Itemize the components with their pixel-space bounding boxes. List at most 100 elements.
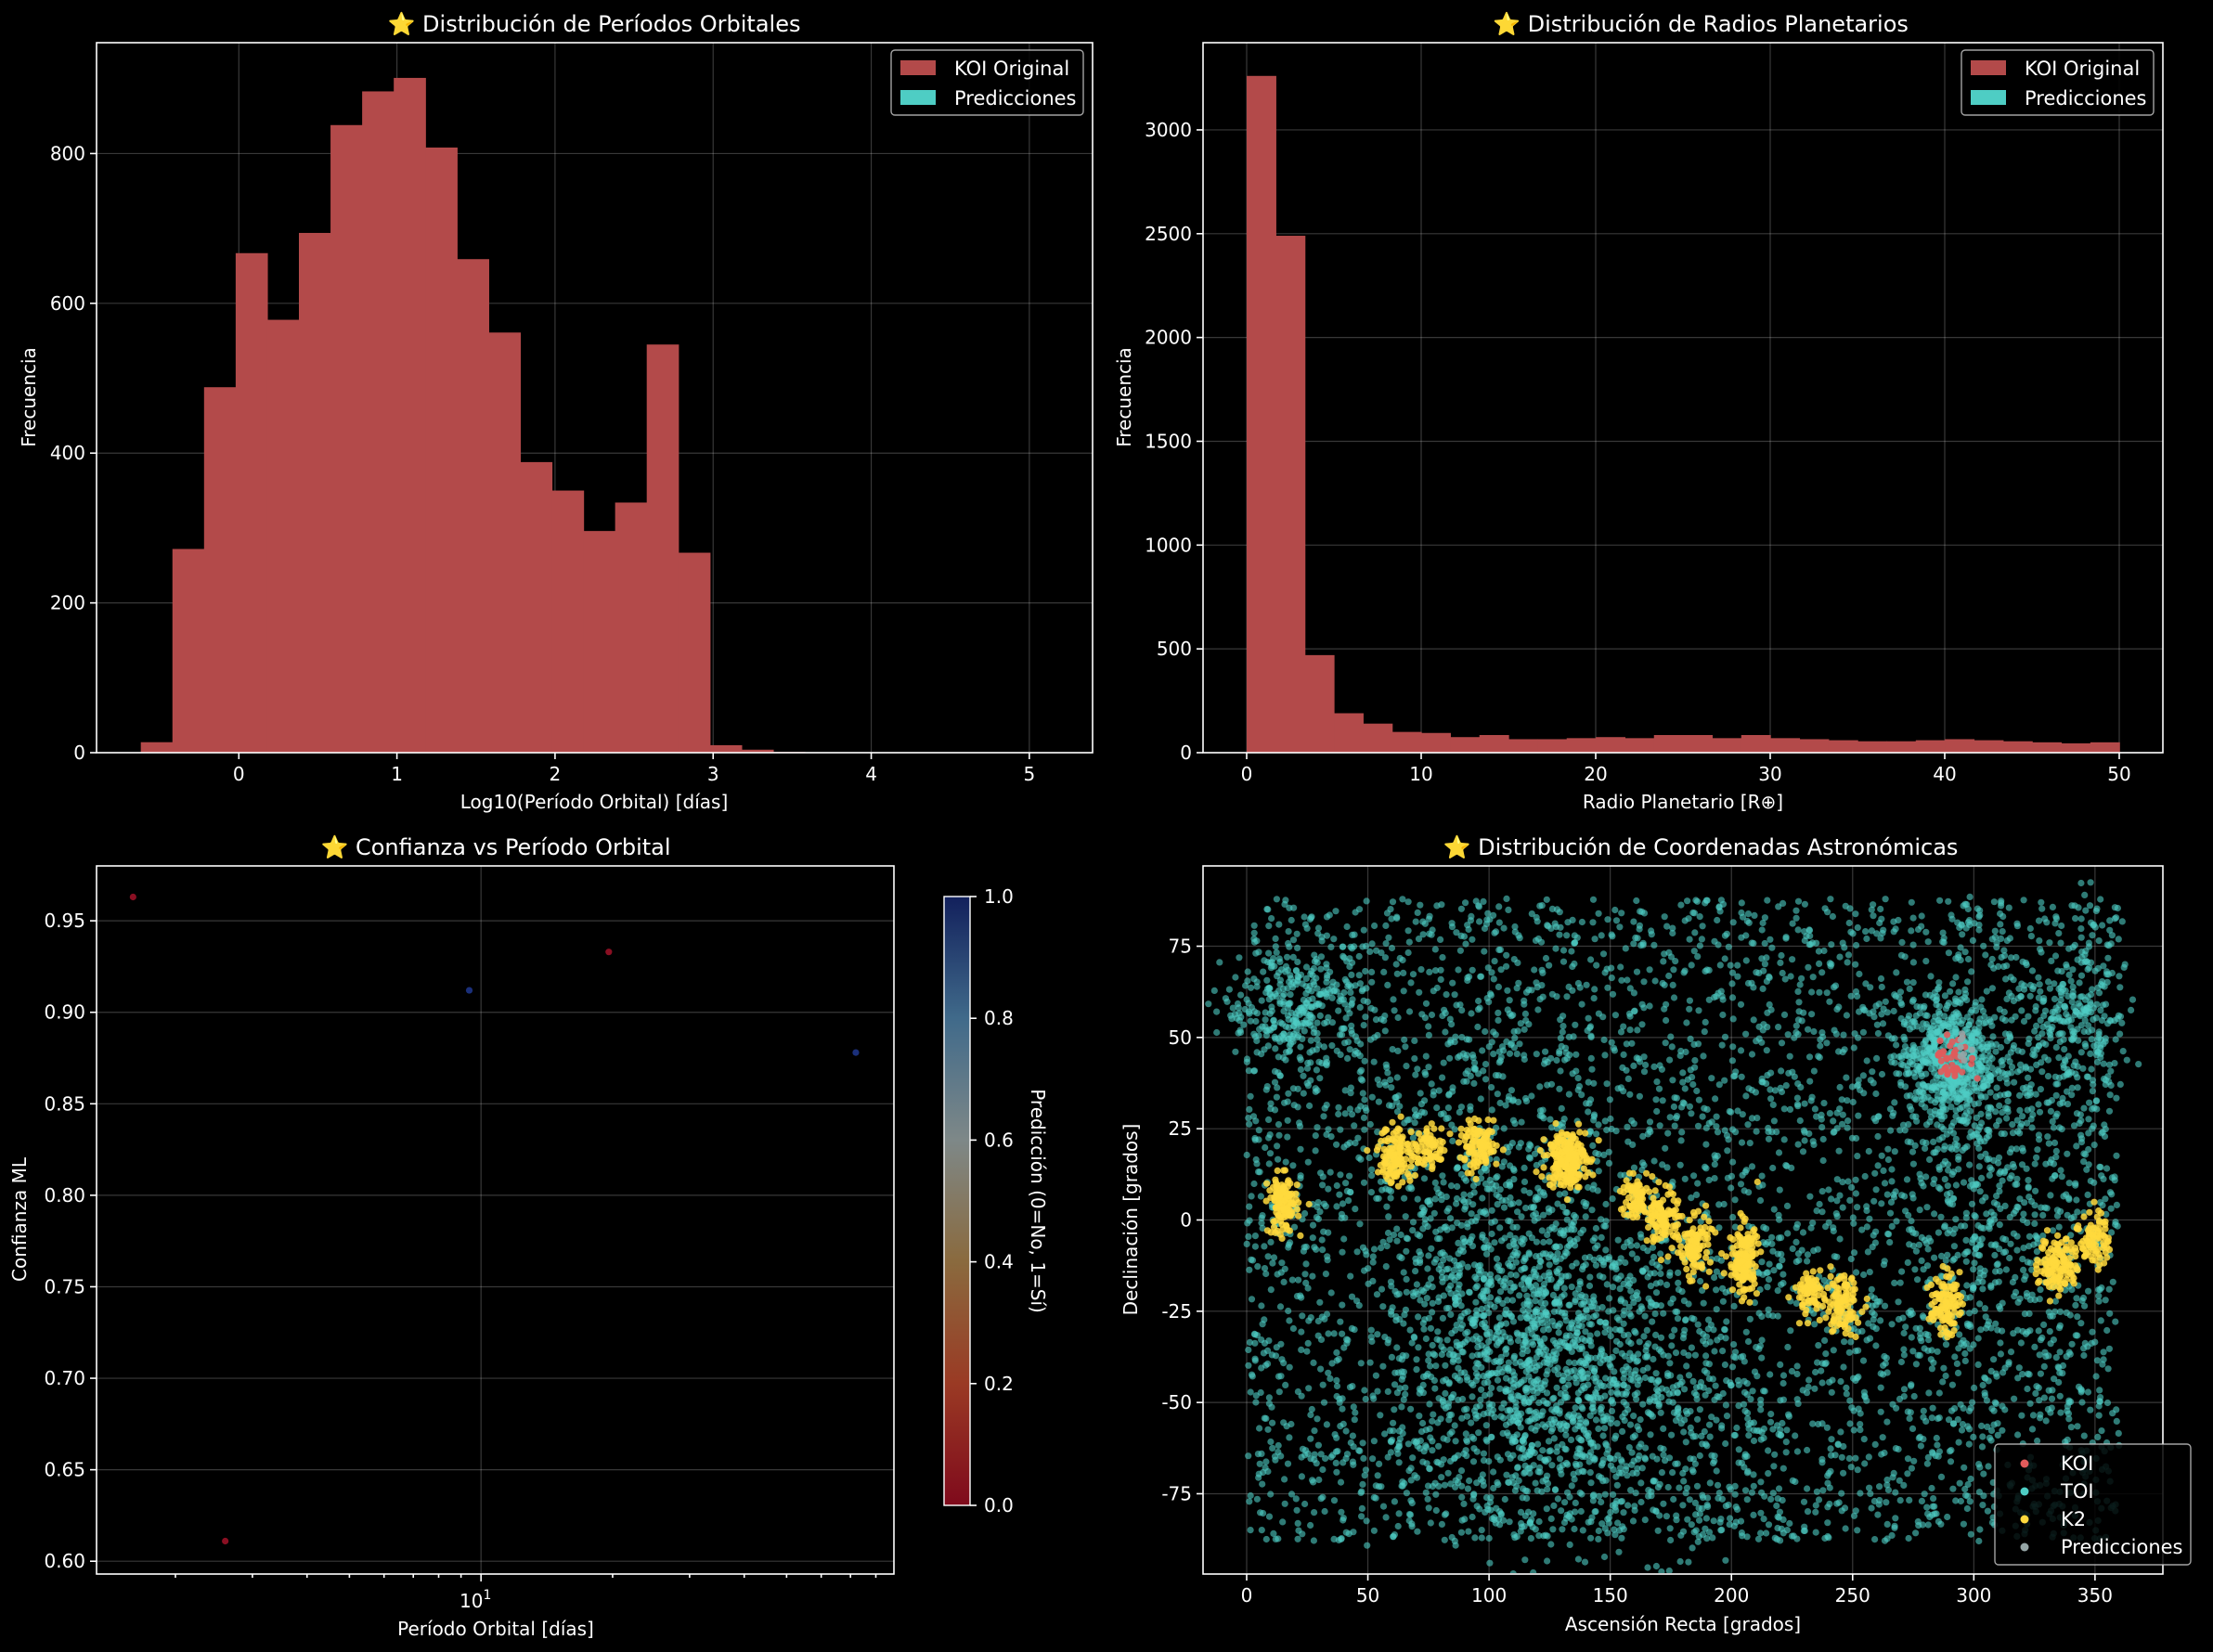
- scatter-point: [1711, 1457, 1718, 1465]
- scatter-point: [1265, 1513, 1274, 1520]
- scatter-point: [1840, 1442, 1847, 1451]
- scatter-point: [1878, 1200, 1885, 1207]
- scatter-point: [2036, 1397, 2043, 1404]
- scatter-point: [1789, 1068, 1796, 1076]
- scatter-point: [1343, 1336, 1351, 1343]
- y-axis-label: Frecuencia: [1113, 347, 1135, 447]
- scatter-point: [1247, 1388, 1254, 1396]
- scatter-point: [1595, 1168, 1602, 1175]
- scatter-point: [1307, 1314, 1314, 1322]
- scatter-point: [1962, 1258, 1970, 1265]
- scatter-point: [1818, 1420, 1826, 1427]
- scatter-point: [1444, 1115, 1452, 1122]
- scatter-point: [1820, 1277, 1828, 1284]
- scatter-point: [2036, 981, 2043, 988]
- scatter-point: [1988, 1405, 1996, 1413]
- scatter-point: [1719, 1348, 1727, 1355]
- scatter-point: [1866, 1484, 1873, 1491]
- scatter-point: [1807, 1224, 1815, 1232]
- scatter-point: [2006, 1254, 2013, 1262]
- scatter-point: [1362, 967, 1369, 975]
- scatter-point: [1466, 1036, 1473, 1043]
- scatter-point: [1602, 1246, 1610, 1254]
- scatter-point: [2047, 1340, 2054, 1348]
- scatter-point: [1281, 1476, 1288, 1483]
- scatter-point: [1852, 1348, 1859, 1355]
- scatter-point: [1487, 1271, 1495, 1278]
- scatter-point: [1972, 1068, 1979, 1076]
- scatter-point: [1702, 1141, 1710, 1148]
- scatter-point: [1949, 1118, 1958, 1127]
- scatter-point: [1246, 1498, 1253, 1505]
- scatter-point: [1716, 962, 1724, 969]
- scatter-point: [1650, 1063, 1658, 1070]
- scatter-point: [1922, 1059, 1930, 1066]
- scatter-point: [1777, 1361, 1784, 1368]
- scatter-point: [1812, 1529, 1819, 1536]
- scatter-point: [1778, 1281, 1785, 1288]
- scatter-point: [1609, 933, 1616, 940]
- scatter-point: [1343, 1141, 1352, 1148]
- scatter-point: [1265, 1116, 1273, 1123]
- scatter-point: [1635, 1350, 1642, 1358]
- scatter-point: [1909, 941, 1917, 949]
- scatter-point: [1393, 914, 1401, 923]
- scatter-point: [1521, 1094, 1530, 1103]
- scatter-point: [1404, 949, 1412, 957]
- scatter-point: [1624, 1123, 1631, 1130]
- scatter-point: [1605, 1148, 1612, 1155]
- scatter-point: [1550, 1435, 1558, 1442]
- scatter-point: [1828, 1195, 1835, 1203]
- scatter-point: [1940, 1364, 1948, 1372]
- scatter-point: [2112, 1219, 2119, 1226]
- scatter-point: [1275, 1155, 1282, 1163]
- scatter-point: [1840, 1469, 1847, 1477]
- scatter-point: [1976, 1526, 1984, 1533]
- scatter-point: [1830, 1347, 1837, 1354]
- scatter-point: [1634, 1026, 1641, 1034]
- scatter-point: [2080, 1158, 2088, 1166]
- scatter-point: [1941, 1176, 1948, 1183]
- scatter-point: [1681, 967, 1689, 974]
- scatter-point: [1790, 1532, 1797, 1540]
- scatter-point: [2102, 1297, 2109, 1304]
- scatter-point: [1961, 949, 1969, 956]
- scatter-point: [1999, 1426, 2006, 1434]
- scatter-point: [1517, 1508, 1525, 1516]
- scatter-point: [1562, 1049, 1570, 1056]
- scatter-point: [1863, 1057, 1870, 1065]
- scatter-point: [1877, 974, 1885, 983]
- scatter-point: [1824, 1519, 1831, 1527]
- scatter-point: [1355, 1447, 1363, 1454]
- scatter-point: [1494, 1201, 1501, 1208]
- scatter-point: [2077, 1116, 2085, 1124]
- scatter-point: [1700, 1052, 1707, 1060]
- scatter-point: [2031, 1343, 2038, 1350]
- scatter-point: [1671, 1122, 1678, 1129]
- scatter-point: [1676, 1374, 1684, 1381]
- scatter-point: [1275, 1121, 1283, 1129]
- scatter-point: [1469, 1458, 1478, 1465]
- scatter-point: [1731, 1491, 1739, 1498]
- scatter-point: [1782, 1439, 1790, 1446]
- scatter-point: [1793, 1448, 1801, 1455]
- scatter-point: [1288, 916, 1295, 924]
- scatter-point: [2088, 1065, 2095, 1073]
- scatter-point: [1703, 1369, 1711, 1376]
- scatter-point: [1246, 1217, 1253, 1224]
- scatter-point: [1460, 1175, 1469, 1182]
- histogram-bar: [1508, 739, 1538, 753]
- x-tick-label: 40: [1933, 763, 1956, 785]
- scatter-point: [1988, 1065, 1996, 1072]
- scatter-point: [1378, 949, 1385, 957]
- scatter-point: [1622, 1258, 1629, 1267]
- scatter-point: [1425, 1357, 1432, 1364]
- histogram-bar: [299, 232, 331, 753]
- scatter-point: [1756, 1196, 1765, 1205]
- scatter-point: [1292, 1495, 1300, 1503]
- histogram-bar: [1537, 739, 1568, 753]
- scatter-point: [1587, 1054, 1595, 1062]
- scatter-point: [2037, 946, 2044, 953]
- scatter-point: [1793, 1370, 1801, 1378]
- histogram-bar: [394, 77, 426, 753]
